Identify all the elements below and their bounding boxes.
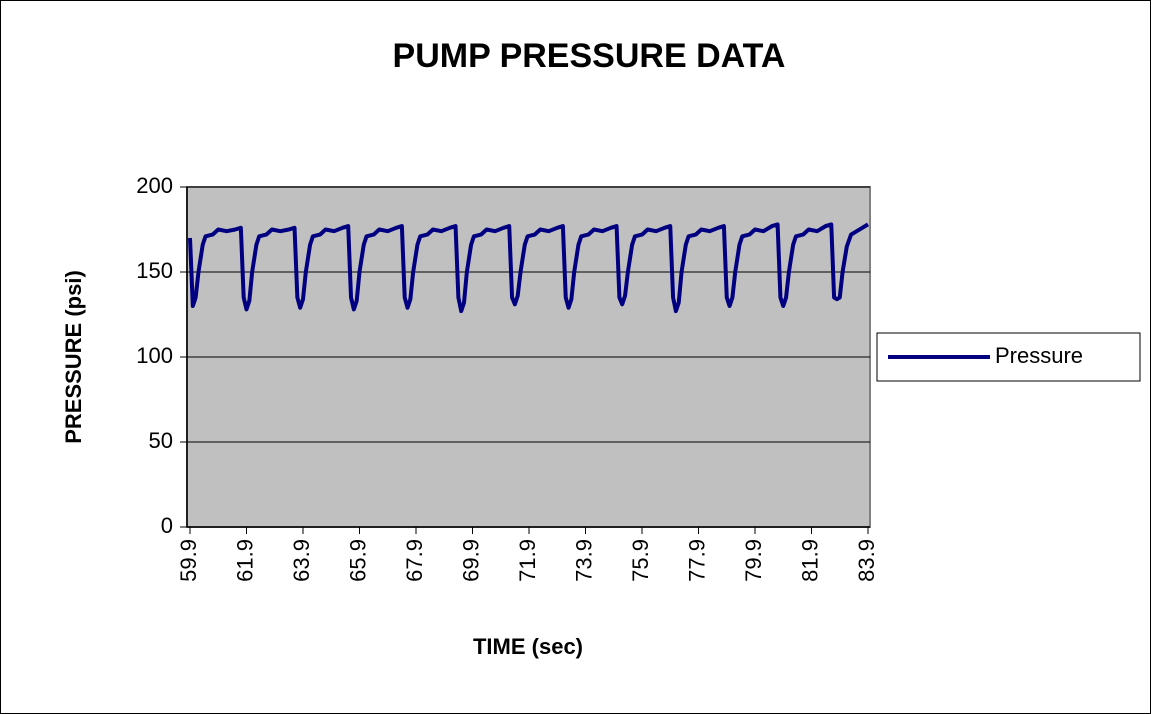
x-tick-label: 63.9 [289, 539, 314, 582]
x-tick-label: 61.9 [232, 539, 257, 582]
x-tick-label: 79.9 [741, 539, 766, 582]
x-axis-label: TIME (sec) [473, 634, 583, 659]
x-tick-label: 77.9 [684, 539, 709, 582]
y-tick-label: 100 [136, 343, 173, 368]
y-tick-label: 50 [149, 428, 173, 453]
x-tick-label: 71.9 [515, 539, 540, 582]
legend-box [876, 332, 1141, 382]
x-tick-label: 75.9 [628, 539, 653, 582]
y-axis-label: PRESSURE (psi) [61, 270, 86, 444]
x-tick-label: 67.9 [402, 539, 427, 582]
x-tick-label: 65.9 [345, 539, 370, 582]
x-tick-label: 59.9 [176, 539, 201, 582]
legend-label: Pressure [995, 343, 1083, 368]
x-tick-label: 83.9 [854, 539, 879, 582]
x-tick-label: 69.9 [458, 539, 483, 582]
chart-title: PUMP PRESSURE DATA [393, 37, 786, 75]
x-tick-label: 81.9 [797, 539, 822, 582]
y-tick-label: 200 [136, 173, 173, 198]
y-tick-label: 150 [136, 258, 173, 283]
y-tick-label: 0 [161, 513, 173, 538]
data-line [188, 222, 870, 314]
x-tick-label: 73.9 [571, 539, 596, 582]
